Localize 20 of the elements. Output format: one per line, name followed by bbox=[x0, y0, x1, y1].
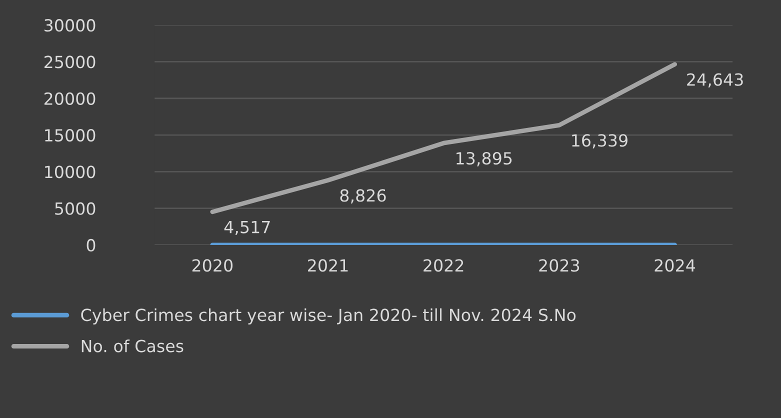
y-tick-label: 30000 bbox=[44, 19, 96, 32]
x-tick-label: 2024 bbox=[654, 259, 696, 272]
x-tick-label: 2022 bbox=[424, 259, 464, 272]
legend-label: Cyber Crimes chart year wise- Jan 2020- till Nov. 2024 S.No bbox=[81, 308, 576, 324]
x-tick-label: 2021 bbox=[308, 259, 348, 272]
data-label: 24,643 bbox=[687, 73, 743, 88]
y-tick-label: 15000 bbox=[45, 128, 96, 142]
legend-label: No. of Cases bbox=[82, 339, 184, 352]
data-label: 13,895 bbox=[456, 152, 512, 166]
y-tick-label: 0 bbox=[86, 238, 96, 252]
y-tick-label: 10000 bbox=[45, 166, 96, 178]
y-tick-label: 20000 bbox=[44, 92, 96, 105]
y-tick-label: 5000 bbox=[55, 202, 96, 215]
data-label: 16,339 bbox=[572, 134, 628, 148]
y-tick-label: 25000 bbox=[44, 56, 96, 68]
line-series bbox=[210, 62, 678, 214]
data-label: 8,826 bbox=[340, 189, 386, 204]
data-label: 4,517 bbox=[224, 220, 270, 236]
x-tick-label: 2020 bbox=[192, 259, 233, 272]
x-tick-label: 2023 bbox=[539, 259, 580, 272]
